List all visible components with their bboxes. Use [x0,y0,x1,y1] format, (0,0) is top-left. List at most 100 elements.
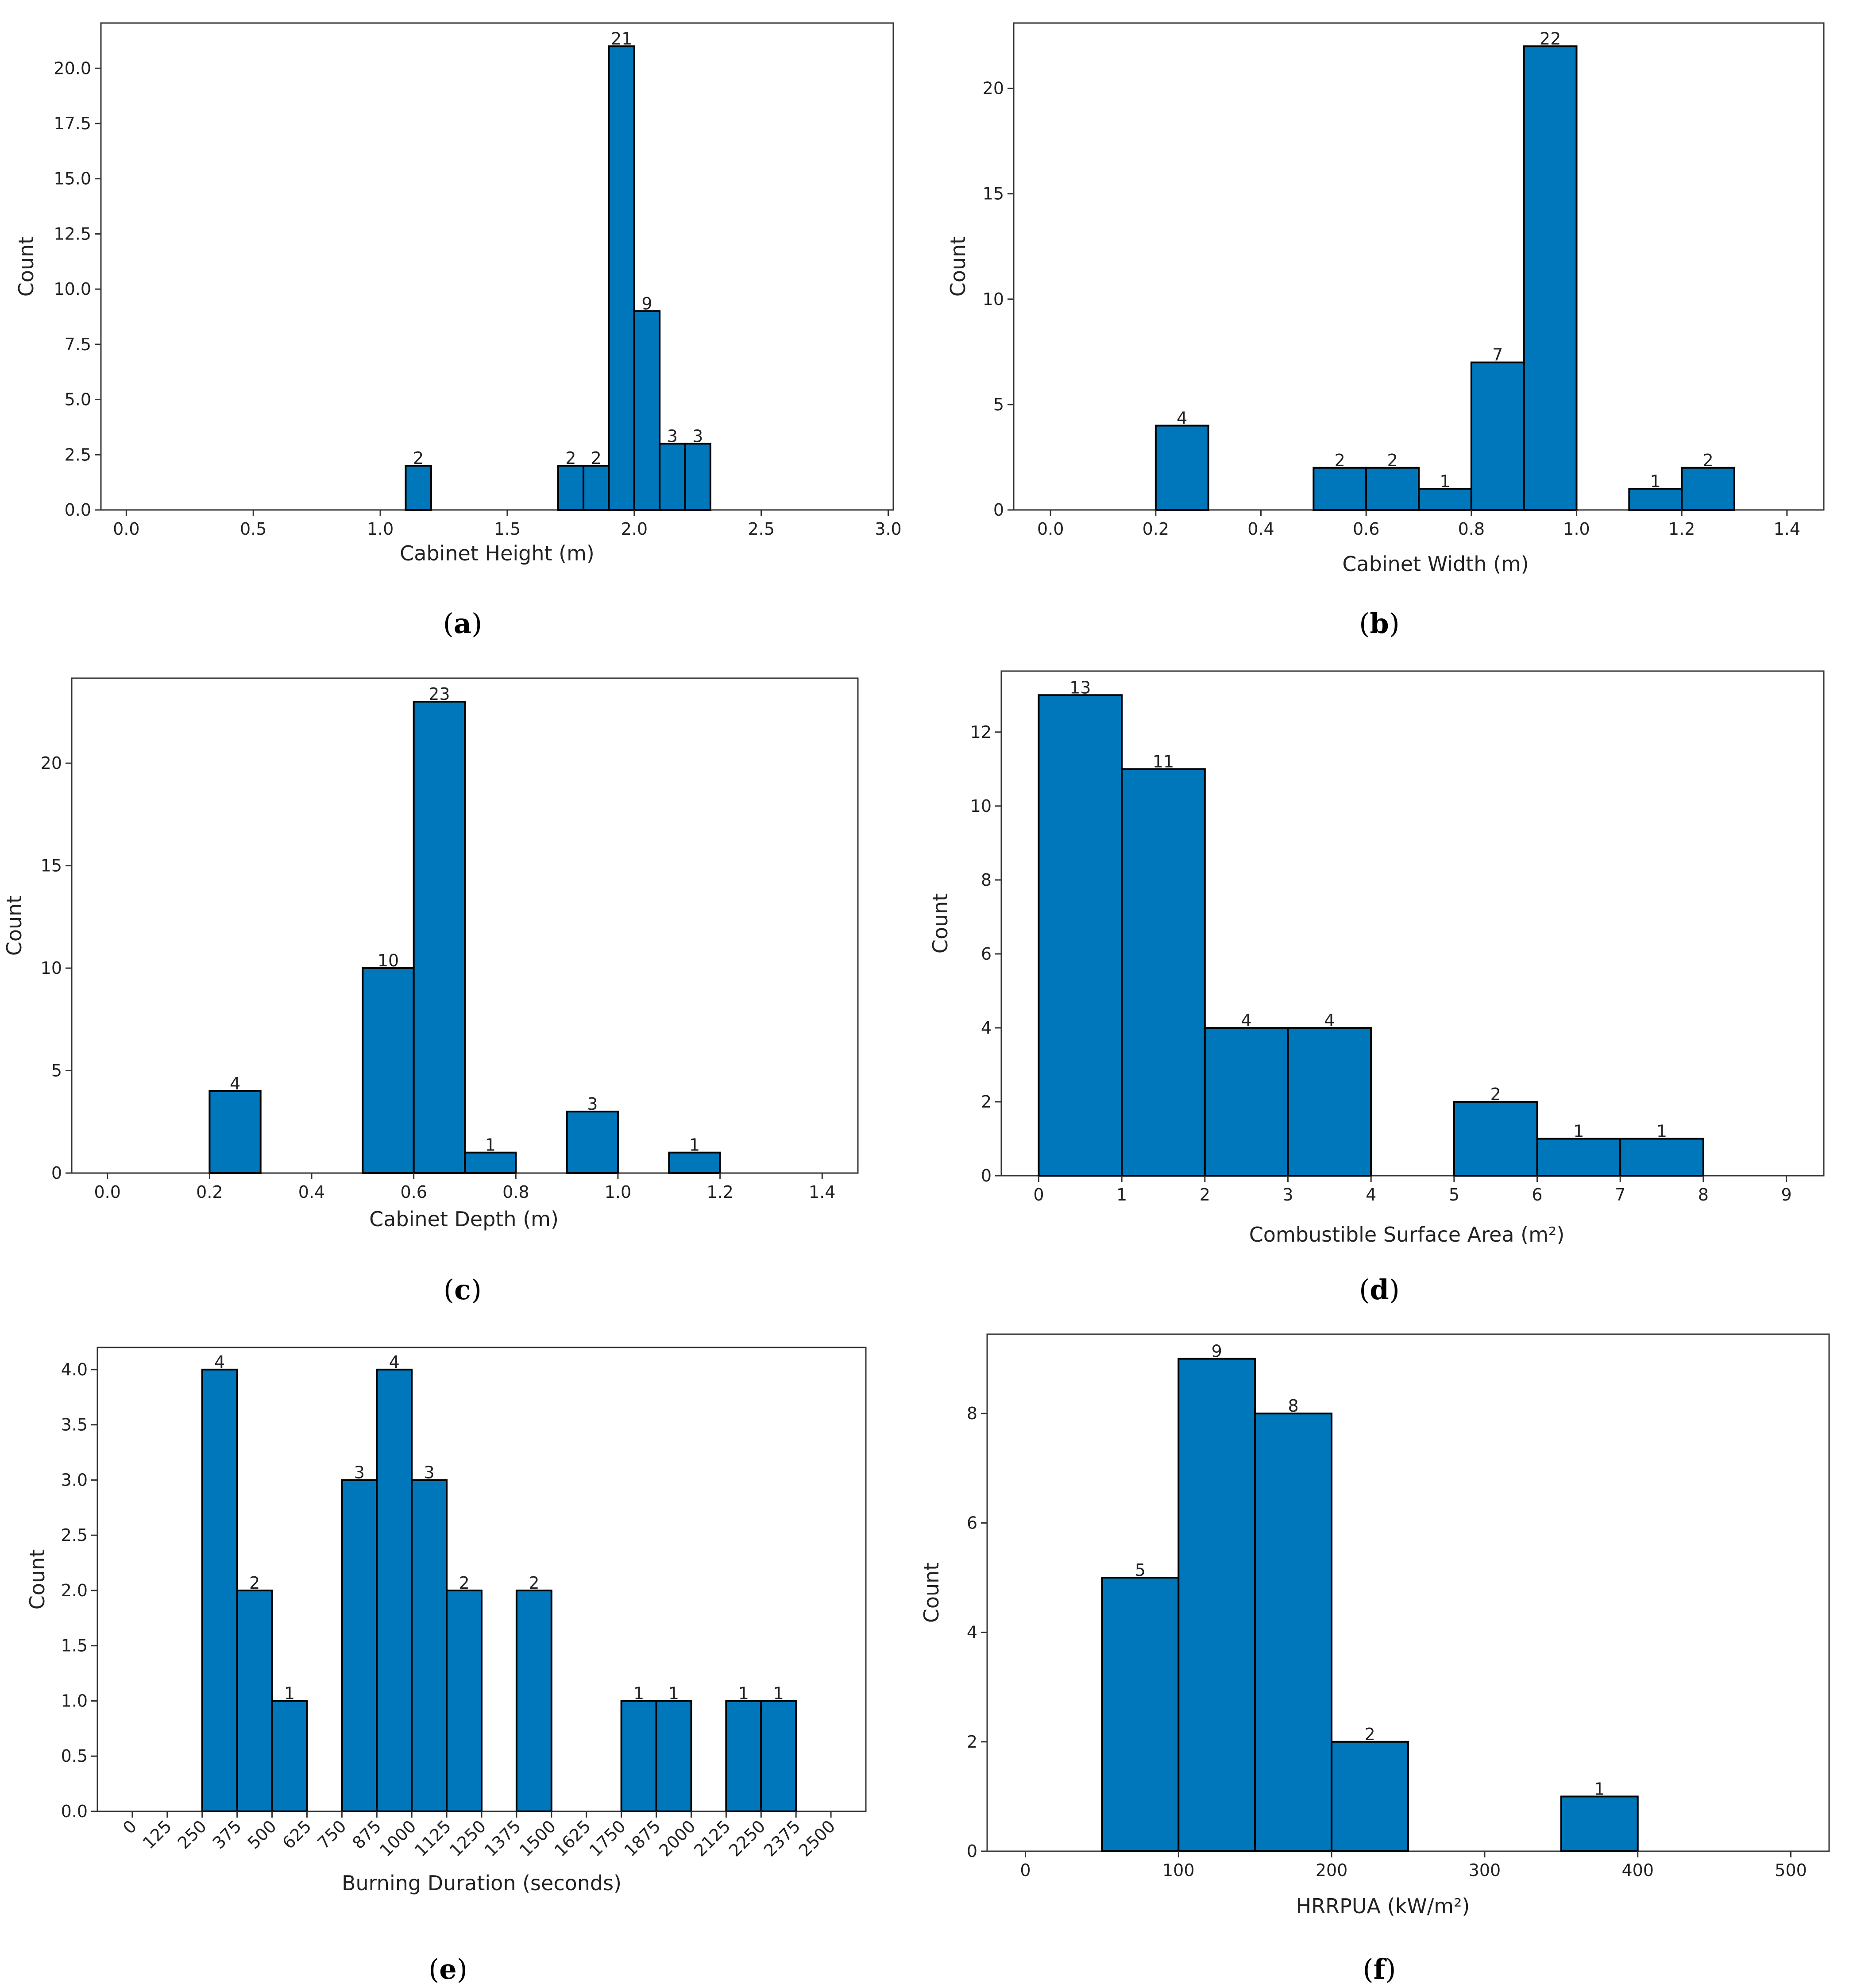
bar-count-label: 2 [413,448,424,468]
x-tick-label: 8 [1698,1185,1709,1204]
x-tick-label: 1125 [411,1816,455,1861]
y-tick-label: 10.0 [54,279,91,299]
y-tick-label: 7.5 [65,335,91,354]
bar-count-label: 2 [1364,1725,1375,1744]
y-tick-label: 6 [981,944,992,964]
y-tick-label: 8 [967,1404,977,1423]
bar-count-label: 1 [1594,1779,1605,1799]
histogram-bar [1101,1577,1180,1852]
y-tick-label: 8 [981,870,992,890]
x-tick-group: 0.0 0.5 1.0 1.5 2.0 2.5 3.0 [113,510,902,539]
histogram-bar [1154,425,1209,511]
x-tick-label: 125 [139,1816,175,1853]
y-tick-label: 17.5 [54,114,91,133]
histogram-bar [208,1090,262,1174]
histogram-bar [1365,467,1420,511]
x-axis-title: HRRPUA (kW/m²) [1296,1894,1470,1918]
data-label-group: 4 2 1 3 4 3 2 2 1 1 1 1 [214,1352,784,1703]
bar-count-label: 2 [249,1573,260,1593]
x-axis-title: Combustible Surface Area (m²) [1249,1223,1565,1247]
y-tick-label: 10 [970,796,992,816]
histogram-bar [1331,1741,1409,1852]
x-tick-label: 9 [1781,1185,1791,1204]
bar-count-label: 2 [591,448,602,468]
y-tick-label: 2 [967,1732,977,1752]
bar-count-label: 3 [354,1463,365,1482]
histogram-bar [1523,45,1578,511]
x-tick-label: 6 [1532,1185,1542,1204]
y-tick-label: 10 [41,958,62,978]
histogram-bar [411,1479,448,1812]
caption-f: (f) [1363,1953,1396,1985]
x-tick-group: 0.0 0.2 0.4 0.6 0.8 1.0 1.2 1.4 [1037,510,1800,539]
x-tick-label: 1.4 [809,1182,835,1202]
x-tick-label: 500 [244,1816,280,1853]
data-label-group: 4 10 23 1 3 1 [230,684,700,1154]
x-tick-label: 1 [1116,1185,1127,1204]
x-tick-label: 1.0 [605,1182,631,1202]
histogram-bar [413,701,466,1174]
x-tick-label: 500 [1775,1861,1807,1880]
bar-count-label: 1 [284,1683,295,1703]
bar-group [405,45,711,511]
bar-count-label: 13 [1069,678,1091,697]
x-tick-label: 0.5 [240,519,266,539]
y-tick-label: 0.0 [61,1802,88,1821]
x-tick-label: 1375 [481,1816,525,1861]
histogram-bar [341,1479,378,1812]
bar-count-label: 1 [773,1683,784,1703]
y-tick-label: 2.0 [61,1581,88,1600]
x-tick-label: 2500 [795,1816,839,1861]
histogram-bar [1313,467,1367,511]
bar-count-label: 2 [1387,451,1397,470]
histogram-bar [362,967,415,1174]
y-tick-label: 6 [967,1513,977,1532]
plot-frame [1013,22,1825,511]
histogram-bar [725,1700,762,1812]
bar-count-label: 3 [587,1094,598,1114]
bar-count-label: 4 [389,1352,400,1372]
x-tick-label: 0.2 [1143,519,1169,539]
bar-count-label: 1 [689,1135,700,1155]
caption-e: (e) [429,1953,467,1985]
bar-group [208,701,721,1174]
x-tick-label: 1.2 [1668,519,1695,539]
x-tick-group: 0.0 0.2 0.4 0.6 0.8 1.0 1.2 1.4 [94,1173,835,1202]
x-tick-label: 0.8 [1458,519,1485,539]
y-tick-label: 15 [41,856,62,876]
y-tick-label: 0 [967,1841,977,1861]
histogram-bar [1470,361,1525,511]
y-tick-label: 12 [970,722,992,742]
y-tick-label: 1.5 [61,1636,88,1656]
x-tick-label: 100 [1162,1861,1195,1880]
bar-group [1154,45,1735,511]
histogram-bar [668,1151,721,1174]
histogram-bar [566,1111,619,1174]
x-tick-label: 2 [1200,1185,1210,1204]
histogram-bar [1418,488,1472,511]
bar-count-label: 1 [738,1683,749,1703]
histogram-bar [376,1368,413,1812]
y-tick-label: 5.0 [65,390,91,409]
x-tick-label: 0.2 [196,1182,223,1202]
x-tick-label: 1250 [446,1816,490,1861]
bar-count-label: 3 [692,426,703,446]
y-axis-title: Count [928,893,952,954]
x-tick-label: 3.0 [875,519,901,539]
y-axis-title: Count [946,236,970,297]
chart-panel-f: 5 9 8 2 1 0 100 200 300 400 500 0 2 4 6 8 HRRPUA (kW/… [919,1333,1830,1918]
data-label-group: 5 9 8 2 1 [1135,1342,1605,1799]
y-tick-label: 20 [41,753,62,773]
x-tick-label: 300 [1469,1861,1501,1880]
bar-count-label: 10 [378,951,399,970]
bar-count-label: 3 [424,1463,435,1482]
x-tick-label: 625 [278,1816,315,1853]
y-tick-label: 20.0 [54,58,91,78]
histogram-bar [1681,467,1735,511]
x-tick-label: 0 [1020,1861,1031,1880]
histogram-bar [1453,1100,1538,1177]
bar-count-label: 1 [1440,471,1450,491]
bar-count-label: 7 [1492,345,1503,365]
histogram-bar [608,45,635,511]
